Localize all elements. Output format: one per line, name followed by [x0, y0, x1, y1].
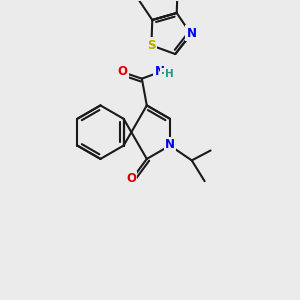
Text: S: S: [147, 39, 156, 52]
Text: O: O: [118, 65, 128, 78]
Text: O: O: [126, 172, 136, 185]
Text: N: N: [165, 138, 175, 151]
Text: N: N: [187, 26, 197, 40]
Text: N: N: [155, 65, 165, 78]
Text: ·H: ·H: [161, 69, 174, 79]
